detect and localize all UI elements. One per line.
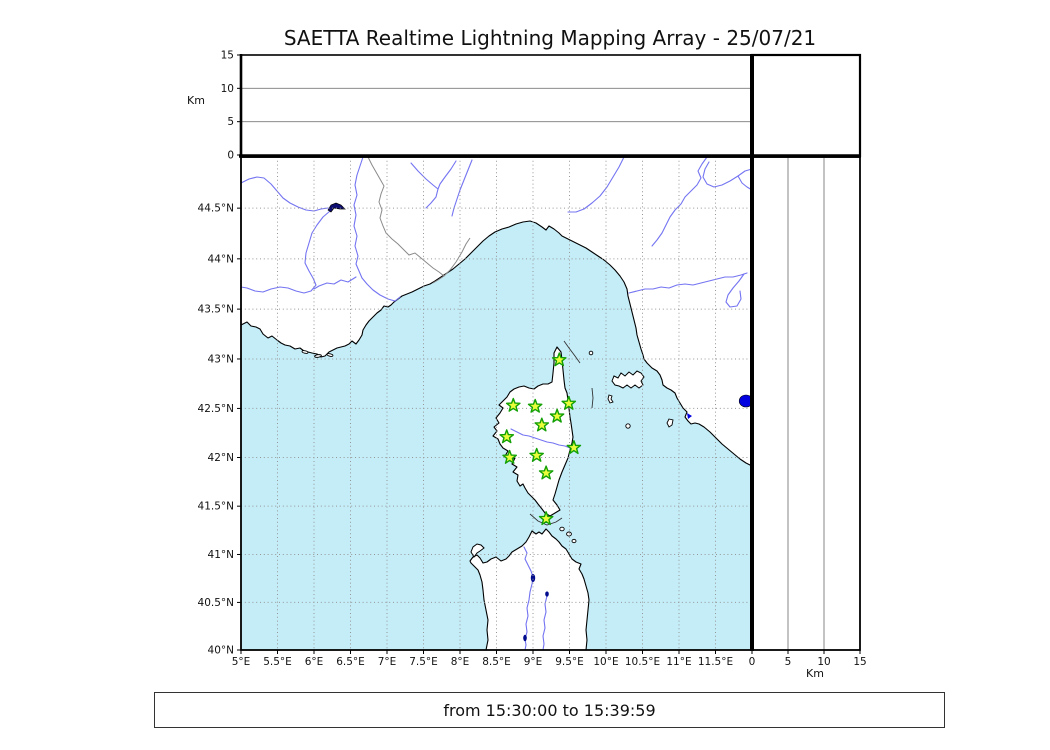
station-marker [566,440,582,455]
lon-tick-label: 11.5°E [698,656,733,668]
altitude-left-tick-label: 15 [221,50,234,62]
lake-serre-poncon [327,202,346,213]
station-marker [529,447,544,462]
island-asinara [470,543,485,558]
station-marker [561,395,577,410]
lon-tick-label: 7°E [378,656,397,668]
island-capraia [607,394,614,404]
altitude-bottom-tick-label: 0 [749,656,756,668]
time-range-text: from 15:30:00 to 15:39:59 [443,700,656,720]
figure-title: SAETTA Realtime Lightning Mapping Array … [283,26,817,50]
station-marker [551,352,567,367]
lon-tick-label: 7.5°E [409,656,438,668]
lon-tick-label: 8°E [451,656,470,668]
lat-tick-label: 41.5°N [198,501,234,513]
station-marker [549,408,565,423]
right-altitude-panel-frame [751,156,861,651]
map-line-artifacts [529,340,594,526]
lon-tick-label: 6.5°E [336,656,365,668]
altitude-unit-label-left: Km [187,94,205,107]
corner-panel-frame [750,53,862,158]
altitude-bottom-tick-label: 5 [785,656,792,668]
lat-tick-label: 42°N [208,452,234,464]
lake-sardinia-2 [523,634,527,642]
lon-tick-label: 10.5°E [625,656,660,668]
map-panel [240,156,754,651]
lon-tick-label: 9.5°E [555,656,584,668]
top-altitude-panel-frame [240,54,753,157]
coastline-sardinia [469,528,590,651]
lon-tick-label: 5°E [232,656,251,668]
island-montecristo [625,423,631,429]
altitude-left-tick-label: 10 [221,83,234,95]
coastline-mainland [240,156,753,467]
island-porquerolles-2 [314,354,322,358]
axis-tick-labels: 40°N 40.5°N 41°N 41.5°N 42°N 42.5°N 43°N 43.5°N… [198,50,867,669]
station-marker [499,429,515,444]
lon-tick-label: 5.5°E [263,656,292,668]
island-giglio [666,418,674,428]
lake-coghinas [530,574,536,582]
station-markers [499,352,582,526]
altitude-left-tick-label: 0 [227,150,234,162]
time-range-box: from 15:30:00 to 15:39:59 [154,692,945,728]
altitude-unit-label-bottom: Km [806,667,824,680]
lon-tick-label: 10°E [593,656,618,668]
lon-tick-label: 6°E [305,656,324,668]
lat-tick-label: 44.5°N [198,203,234,215]
island-maddalena-1 [559,526,565,532]
station-marker [505,397,521,412]
station-marker [538,465,554,480]
station-marker [527,398,543,413]
island-maddalena-3 [571,538,577,544]
lat-tick-label: 41°N [208,549,234,561]
island-elba [611,370,645,389]
lagoon-orbetello [687,413,692,419]
lat-tick-label: 43°N [208,353,234,365]
graticule [241,157,752,650]
lat-tick-label: 42.5°N [198,403,234,415]
island-porquerolles-3 [326,353,334,357]
altitude-panel-gridlines [241,87,825,650]
lon-tick-label: 11°E [666,656,691,668]
altitude-bottom-tick-label: 15 [853,656,866,668]
lat-tick-label: 40°N [208,645,234,657]
island-porquerolles-1 [301,350,309,354]
station-marker [534,417,550,432]
lat-tick-label: 44°N [208,253,234,265]
lat-tick-label: 43.5°N [198,304,234,316]
lon-tick-label: 9°E [524,656,543,668]
station-marker [502,449,517,464]
lake-sardinia-3 [545,591,549,597]
panel-frames [239,53,862,651]
country-border [367,156,471,284]
lon-tick-label: 8.5°E [482,656,511,668]
altitude-left-tick-label: 5 [227,116,234,128]
island-gorgona [588,350,594,356]
lat-tick-label: 40.5°N [198,597,234,609]
altitude-bottom-tick-label: 10 [817,656,830,668]
station-marker [538,511,554,526]
